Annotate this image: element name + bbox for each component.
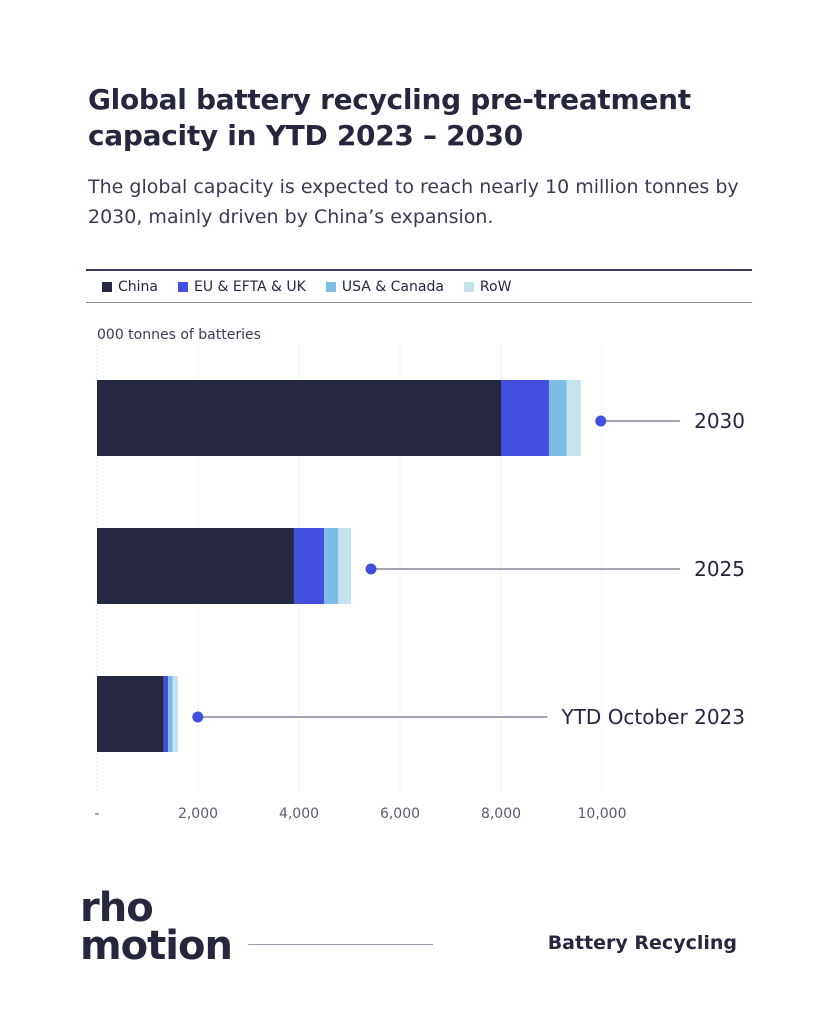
legend-item-usa: USA & Canada xyxy=(325,278,444,295)
footer-label: Battery Recycling xyxy=(547,932,737,954)
legend-label-usa: USA & Canada xyxy=(341,278,444,295)
category-label: 2025 xyxy=(694,557,745,581)
x-tick-label: 10,000 xyxy=(578,806,627,822)
legend-label-china: China xyxy=(118,278,158,295)
bar-segment-usa-canada xyxy=(168,676,173,752)
legend-label-eu: EU & EFTA & UK xyxy=(194,278,306,295)
bar-segment-usa-canada xyxy=(324,528,339,604)
legend-item-china: China xyxy=(102,279,158,295)
total-marker xyxy=(595,415,607,427)
category-label: YTD October 2023 xyxy=(561,705,746,729)
legend: China EU & EFTA & UK USA & Canada RoW xyxy=(86,269,752,303)
footer-divider xyxy=(248,944,433,945)
bar-segment-row xyxy=(338,528,352,604)
logo-line-1: rho xyxy=(80,885,154,931)
bar-segment-eu-efta-uk xyxy=(293,528,325,604)
total-marker xyxy=(192,711,204,723)
bar-segment-row xyxy=(172,676,178,752)
legend-item-row: RoW xyxy=(463,278,512,295)
x-tick-label: 8,000 xyxy=(481,806,521,822)
total-marker xyxy=(365,563,377,575)
x-tick-label: 2,000 xyxy=(178,806,218,822)
x-tick-label: - xyxy=(94,806,99,822)
legend-swatch-eu xyxy=(178,281,188,292)
x-tick-label: 6,000 xyxy=(380,806,420,822)
x-axis-unit-label: 000 tonnes of batteries xyxy=(97,327,261,343)
legend-swatch-china xyxy=(102,281,112,292)
chart-subtitle: The global capacity is expected to reach… xyxy=(88,176,739,228)
legend-swatch-row xyxy=(463,281,474,292)
legend-label-row: RoW xyxy=(479,278,512,295)
logo-line-2: motion xyxy=(80,923,233,969)
rho-motion-logo: rho motion xyxy=(80,885,233,969)
x-tick-label: 4,000 xyxy=(279,806,319,822)
bar-segment-china xyxy=(97,676,164,752)
legend-swatch-usa xyxy=(325,281,336,292)
legend-item-eu: EU & EFTA & UK xyxy=(178,279,306,295)
bar-segment-row xyxy=(566,380,581,456)
bar-segment-china xyxy=(97,380,501,456)
chart-title: Global battery recycling pre-treatment c… xyxy=(88,83,691,152)
bar-segment-eu-efta-uk xyxy=(501,380,549,456)
category-label: 2030 xyxy=(694,409,745,433)
bar-segment-usa-canada xyxy=(548,380,567,456)
bar-segment-china xyxy=(97,528,294,604)
bar-segment-eu-efta-uk xyxy=(163,676,169,752)
